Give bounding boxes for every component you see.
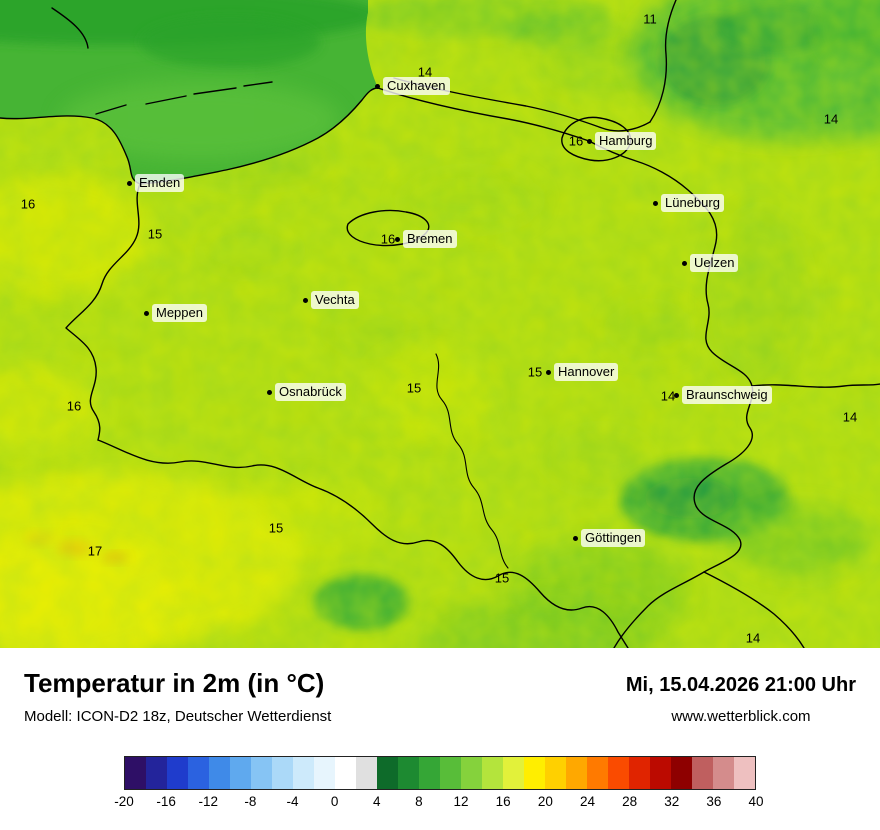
legend-cell bbox=[545, 757, 566, 789]
datetime-label: Mi, 15.04.2026 21:00 Uhr bbox=[625, 674, 856, 696]
legend-tick-label: 0 bbox=[330, 794, 339, 809]
legend-tick-label: -12 bbox=[198, 794, 219, 809]
legend-tick-label: -4 bbox=[286, 794, 299, 809]
legend-colorbar bbox=[124, 756, 756, 790]
temperature-map: Cuxhaven Hamburg Emden Lüneburg Bremen Uelzen… bbox=[0, 0, 880, 648]
map-svg bbox=[0, 0, 880, 648]
legend-tick-label: 28 bbox=[622, 794, 638, 809]
legend-tick-label: -8 bbox=[244, 794, 257, 809]
legend-cell bbox=[335, 757, 356, 789]
legend-cell bbox=[125, 757, 146, 789]
legend-cell bbox=[188, 757, 209, 789]
legend-cell bbox=[419, 757, 440, 789]
legend-cell bbox=[566, 757, 587, 789]
legend-tick-label: 8 bbox=[415, 794, 423, 809]
legend-tick-label: 12 bbox=[453, 794, 469, 809]
legend-tick-label: 20 bbox=[537, 794, 553, 809]
legend-cell bbox=[209, 757, 230, 789]
legend-cell bbox=[272, 757, 293, 789]
legend-cell bbox=[314, 757, 335, 789]
legend-cell bbox=[440, 757, 461, 789]
legend-cell bbox=[734, 757, 755, 789]
legend-cell bbox=[230, 757, 251, 789]
legend-cell bbox=[482, 757, 503, 789]
website-label: www.wetterblick.com bbox=[671, 708, 811, 725]
legend-cell bbox=[146, 757, 167, 789]
legend-cell bbox=[377, 757, 398, 789]
legend-cell bbox=[713, 757, 734, 789]
map-title: Temperatur in 2m (in °C) bbox=[24, 668, 325, 698]
legend-cell bbox=[650, 757, 671, 789]
footer-right-block: Mi, 15.04.2026 21:00 Uhr www.wetterblick… bbox=[626, 674, 856, 725]
legend-cell bbox=[629, 757, 650, 789]
legend-cell bbox=[356, 757, 377, 789]
legend-tick-label: 4 bbox=[373, 794, 381, 809]
legend-cell bbox=[461, 757, 482, 789]
legend-tick-label: -20 bbox=[114, 794, 134, 809]
legend-cell bbox=[692, 757, 713, 789]
legend-cell bbox=[608, 757, 629, 789]
legend-tick-label: 40 bbox=[748, 794, 764, 809]
legend-tick-label: 36 bbox=[706, 794, 722, 809]
legend-cell bbox=[398, 757, 419, 789]
legend-tick-label: 32 bbox=[664, 794, 680, 809]
legend-tick-label: 24 bbox=[579, 794, 595, 809]
legend-cell bbox=[587, 757, 608, 789]
temperature-legend: -20 -16 -12 -8 -4 0 4 8 12 16 20 24 28 32 36 40 bbox=[114, 756, 764, 814]
legend-cell bbox=[167, 757, 188, 789]
model-info: Modell: ICON-D2 18z, Deutscher Wetterdie… bbox=[24, 708, 332, 725]
legend-tick-label: -16 bbox=[156, 794, 176, 809]
legend-tick-label: 16 bbox=[495, 794, 511, 809]
legend-cell bbox=[251, 757, 272, 789]
legend-tick-row: -20 -16 -12 -8 -4 0 4 8 12 16 20 24 28 32 36 40 bbox=[114, 794, 763, 814]
legend-cell bbox=[671, 757, 692, 789]
legend-cell bbox=[524, 757, 545, 789]
legend-cell bbox=[293, 757, 314, 789]
border-lines bbox=[0, 0, 880, 648]
legend-cell bbox=[503, 757, 524, 789]
